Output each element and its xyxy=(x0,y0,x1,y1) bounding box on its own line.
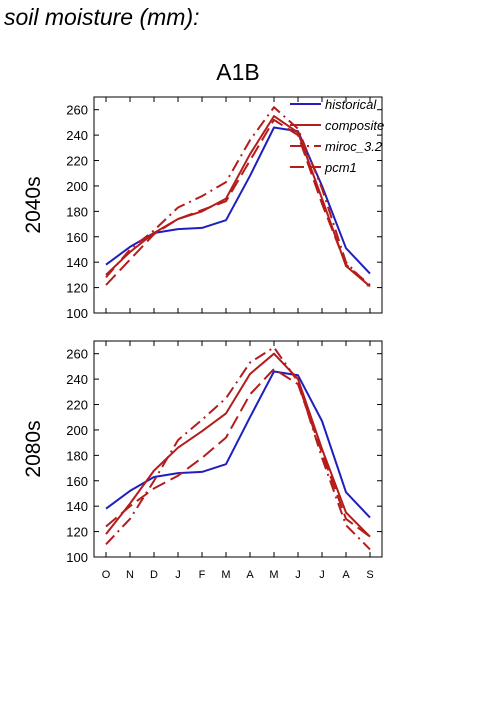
y-tick-label: 240 xyxy=(66,372,88,387)
series-line-composite xyxy=(105,352,371,538)
x-tick-label: M xyxy=(221,569,230,581)
y-tick-label: 160 xyxy=(66,230,88,245)
plot-frame xyxy=(93,96,383,314)
y-tick-label: 180 xyxy=(66,448,88,463)
panel-label: 2040s xyxy=(22,176,45,233)
y-tick-label: 100 xyxy=(66,306,88,321)
y-tick-label: 240 xyxy=(66,128,88,143)
series-line-pcm1 xyxy=(105,368,371,538)
y-tick-label: 200 xyxy=(66,179,88,194)
legend-label-miroc_3.2: miroc_3.2 xyxy=(325,139,383,154)
x-tick-label: N xyxy=(126,569,134,581)
legend-label-composite: composite xyxy=(325,118,384,133)
x-tick-label: A xyxy=(342,569,350,581)
y-tick-label: 120 xyxy=(66,525,88,540)
legend-label-pcm1: pcm1 xyxy=(324,160,357,175)
chart-legend: historical composite miroc_3.2 pcm1 xyxy=(290,97,384,175)
chart-title: A1B xyxy=(216,59,259,85)
legend-label-historical: historical xyxy=(325,97,377,112)
panel-2040s: 100 120 140 160 180 200 220 240 260 2040s xyxy=(22,96,383,321)
y-tick-label: 140 xyxy=(66,499,88,514)
panel-label: 2080s xyxy=(22,420,45,477)
x-tick-label: J xyxy=(175,569,181,581)
x-tick-label: J xyxy=(295,569,301,581)
page-title: soil moisture (mm): xyxy=(4,4,200,30)
x-tick-label: A xyxy=(246,569,254,581)
x-tick-label: D xyxy=(150,569,158,581)
plot-frame xyxy=(93,340,383,558)
y-tick-label: 180 xyxy=(66,204,88,219)
y-tick-label: 140 xyxy=(66,255,88,270)
x-tick-label: F xyxy=(199,569,206,581)
x-tick-label: M xyxy=(269,569,278,581)
series-line-composite xyxy=(105,115,371,288)
series-line-miroc_3.2 xyxy=(105,346,371,551)
series-line-miroc_3.2 xyxy=(105,106,371,289)
y-tick-label: 220 xyxy=(66,154,88,169)
y-tick-label: 160 xyxy=(66,474,88,489)
y-tick-label: 260 xyxy=(66,103,88,118)
x-tick-label: S xyxy=(366,569,373,581)
series-line-pcm1 xyxy=(105,118,371,286)
y-tick-label: 260 xyxy=(66,347,88,362)
y-tick-label: 100 xyxy=(66,550,88,565)
y-tick-label: 220 xyxy=(66,398,88,413)
panel-2080s: 100 120 140 160 180 200 220 240 260 O N D J F M A M J J A S 2… xyxy=(22,340,383,581)
x-tick-label: O xyxy=(102,569,111,581)
y-tick-label: 200 xyxy=(66,423,88,438)
x-tick-label: J xyxy=(319,569,325,581)
series-line-historical xyxy=(105,370,371,519)
y-tick-label: 120 xyxy=(66,281,88,296)
